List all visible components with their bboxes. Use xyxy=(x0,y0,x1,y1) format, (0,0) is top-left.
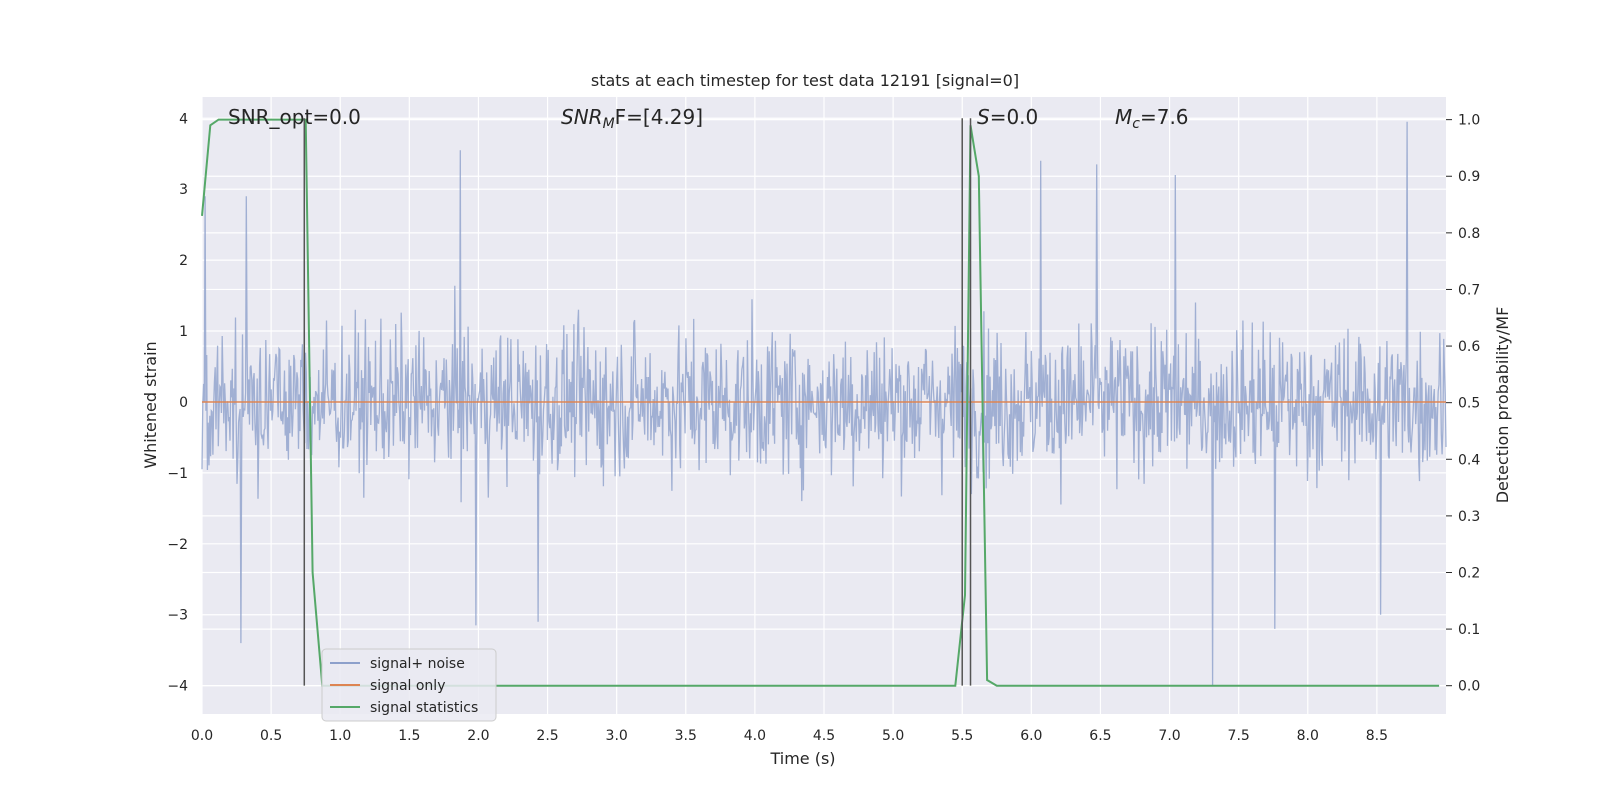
right-y-tick-label: 0.2 xyxy=(1458,565,1480,581)
x-tick-label: 2.5 xyxy=(536,728,558,744)
vertical-markers xyxy=(303,118,972,686)
right-y-tick-label: 1.0 xyxy=(1458,113,1480,129)
x-tick-label: 7.5 xyxy=(1228,728,1250,744)
x-tick-label: 8.5 xyxy=(1366,728,1388,744)
left-y-tick-label: 0 xyxy=(179,395,188,411)
left-y-tick-label: 1 xyxy=(179,324,188,340)
x-tick-label: 1.5 xyxy=(398,728,420,744)
right-axis-ticks: 1.0 0.9 0.8 0.7 0.6 0.5 0.4 0.3 0.2 0.1 0.0 xyxy=(1446,113,1480,695)
series-lines xyxy=(201,118,1446,687)
left-y-tick-label: −2 xyxy=(167,537,188,553)
right-y-tick-label: 0.5 xyxy=(1458,396,1480,412)
legend: signal+ noise signal only signal statist… xyxy=(321,648,497,722)
left-y-tick-label: 4 xyxy=(179,111,188,127)
legend-label-signal-statistics: signal statistics xyxy=(370,700,478,716)
annotation-s: S=0.0 xyxy=(977,105,1038,129)
legend-box xyxy=(321,648,497,722)
left-axis-ticks: 4 3 2 1 0 −1 −2 −3 −4 xyxy=(167,111,188,694)
right-y-tick-label: 0.6 xyxy=(1458,339,1480,355)
x-tick-label: 5.5 xyxy=(951,728,973,744)
x-tick-label: 7.0 xyxy=(1158,728,1180,744)
x-tick-label: 0.0 xyxy=(191,728,213,744)
right-y-tick-label: 0.4 xyxy=(1458,452,1480,468)
annotation-snr-opt: SNR_opt=0.0 xyxy=(228,105,361,129)
series-signal-plus-noise xyxy=(201,121,1447,686)
signal-plus-noise-line xyxy=(201,121,1447,686)
right-y-tick-label: 0.7 xyxy=(1458,282,1480,298)
left-y-tick-label: 3 xyxy=(179,182,188,198)
x-tick-label: 2.0 xyxy=(467,728,489,744)
x-tick-label: 4.0 xyxy=(744,728,766,744)
right-y-tick-label: 0.0 xyxy=(1458,679,1480,695)
x-tick-label: 3.0 xyxy=(606,728,628,744)
x-tick-label: 8.0 xyxy=(1297,728,1319,744)
x-tick-label: 0.5 xyxy=(260,728,282,744)
x-tick-label: 1.0 xyxy=(329,728,351,744)
right-y-tick-label: 0.1 xyxy=(1458,622,1480,638)
left-y-tick-label: −3 xyxy=(167,608,188,624)
x-tick-label: 6.5 xyxy=(1089,728,1111,744)
right-y-tick-label: 0.8 xyxy=(1458,226,1480,242)
x-tick-label: 3.5 xyxy=(675,728,697,744)
legend-label-signal-only: signal only xyxy=(370,678,445,694)
x-axis-label: Time (s) xyxy=(769,749,835,768)
signal-statistics-line xyxy=(201,118,1440,687)
annotation-mc: Mc=7.6 xyxy=(1115,105,1189,132)
left-y-tick-label: −4 xyxy=(167,679,188,695)
right-y-tick-label: 0.9 xyxy=(1458,169,1480,185)
annotation-snr-mf: SNRMF=[4.29] xyxy=(561,105,703,132)
x-tick-label: 4.5 xyxy=(813,728,835,744)
x-axis-ticks: 0.0 0.5 1.0 1.5 2.0 2.5 3.0 3.5 4.0 4.5 5.0 5.5 6.0 6… xyxy=(191,728,1388,744)
right-axis-label: Detection probability/MF xyxy=(1493,307,1512,504)
chart-title: stats at each timestep for test data 121… xyxy=(591,71,1019,90)
x-tick-label: 5.0 xyxy=(882,728,904,744)
x-tick-label: 6.0 xyxy=(1020,728,1042,744)
left-axis-label: Whitened strain xyxy=(141,341,160,468)
left-y-tick-label: 2 xyxy=(179,253,188,269)
right-y-tick-label: 0.3 xyxy=(1458,509,1480,525)
left-y-tick-label: −1 xyxy=(167,466,188,482)
legend-label-signal-plus-noise: signal+ noise xyxy=(370,656,465,672)
